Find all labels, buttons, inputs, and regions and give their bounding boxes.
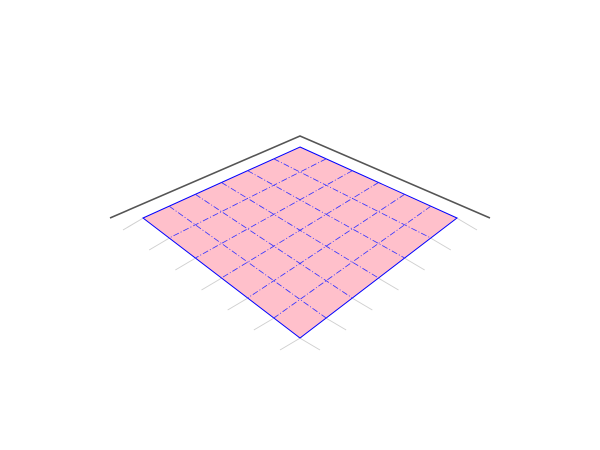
- grid-line-b-2: [195, 170, 353, 259]
- tick-mark-left-1: [148, 236, 172, 251]
- tick-mark-left-2: [175, 256, 198, 271]
- tick-mark-right-4: [350, 296, 373, 311]
- grid-line-a-2: [195, 193, 353, 299]
- tick-mark-left-4: [227, 296, 250, 311]
- tick-mark-right-0: [454, 216, 478, 231]
- grid-line-b-3: [221, 182, 379, 279]
- tick-mark-right-1: [428, 236, 452, 251]
- tick-mark-left-5: [253, 316, 277, 331]
- tick-mark-left-6: [279, 336, 303, 351]
- axis-frame-line: [109, 135, 491, 219]
- grid-line-a-5: [273, 158, 432, 239]
- grid-line-b-4: [247, 193, 405, 299]
- grid-line-a-1: [168, 205, 327, 319]
- grid-line-a-4: [247, 170, 405, 259]
- grid-line-b-5: [273, 205, 432, 319]
- tick-mark-right-5: [323, 316, 347, 331]
- tick-mark-right-6: [297, 336, 321, 351]
- back-axis-frame: [109, 135, 491, 219]
- tick-mark-right-3: [376, 276, 399, 291]
- plane-surface: [142, 146, 458, 339]
- grid-line-b-1: [168, 158, 327, 239]
- surface-plane: [142, 146, 458, 339]
- tick-mark-left-0: [122, 216, 146, 231]
- tick-mark-right-2: [402, 256, 425, 271]
- axis-tick-marks: [122, 216, 478, 351]
- plane-grid-lines: [168, 158, 432, 319]
- tick-mark-left-3: [201, 276, 224, 291]
